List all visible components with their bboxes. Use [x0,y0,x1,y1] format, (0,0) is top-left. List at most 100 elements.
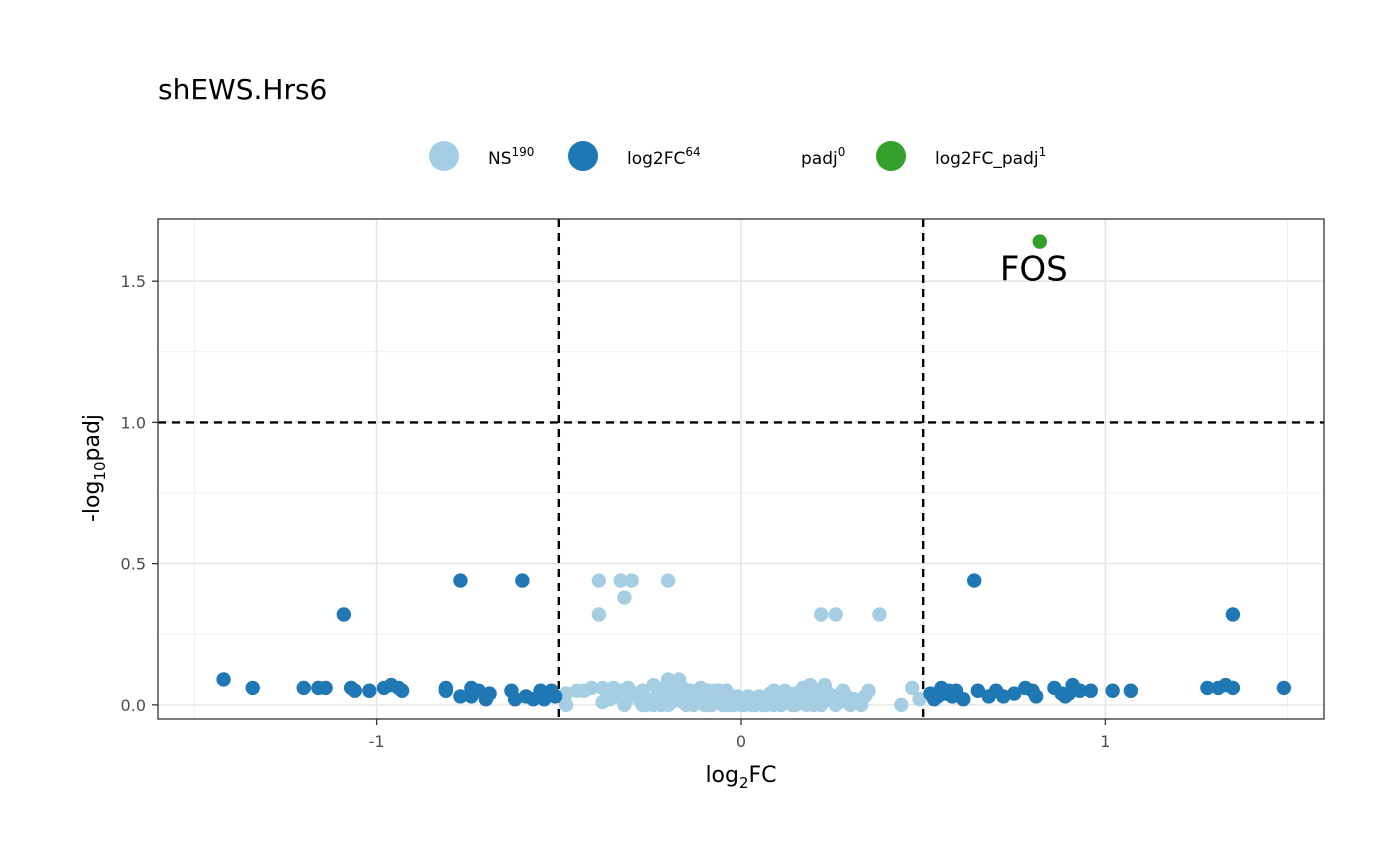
y-tick-label: 1.5 [121,272,146,291]
legend-label-log2fc: log2FC64 [627,145,701,169]
point-log2fc [507,692,523,707]
point-log2fc [547,689,563,704]
point-ns [558,686,574,701]
point-log2fc [318,680,333,696]
legend-label-text: NS [488,149,512,169]
y-tick-label: 0.0 [121,696,146,715]
point-log2fc [1105,683,1120,698]
legend-key-log2fc [568,141,598,171]
x-tick-label: 0 [736,732,746,751]
legend-key-log2fc-padj [876,141,906,171]
point-ns [813,697,829,713]
point-log2fc [1200,680,1215,696]
legend-label-padj: padj0 [801,145,845,169]
point-ns [861,683,876,698]
point-log2fc [216,672,231,687]
point-ns [781,686,796,701]
point-log2fc [1061,686,1077,701]
point-ns [854,697,869,713]
legend-count: 1 [1039,145,1047,159]
point-ns [693,680,709,696]
point-ns [613,573,628,588]
threshold-lines [158,219,1324,719]
point-ns [810,683,825,698]
point-ns [646,697,661,713]
point-ns [624,689,639,704]
point-ns [591,573,607,588]
legend-label-text: padj [801,149,838,169]
point-log2fc [970,683,986,698]
point-log2fc [453,573,468,588]
point-ns [591,607,607,622]
annotations: FOS [1000,250,1068,290]
point-log2fc [996,689,1011,704]
x-axis-title-rest: FC [749,763,777,788]
chart-title: shEWS.Hrs6 [158,73,327,106]
point-ns [635,683,650,698]
y-axis-title-base: -log [80,481,105,522]
point-log2fc [956,692,971,707]
point-ns [894,697,909,713]
legend-key-ns [429,141,459,171]
point-log2fc [967,573,982,588]
point-log2fc [453,689,468,704]
point-log2fc [362,683,377,698]
point-log2fc [1225,680,1241,696]
point-ns [813,607,829,622]
x-tick-label: -1 [369,732,385,751]
y-axis-title-rest: padj [80,414,105,462]
point-ns [660,573,676,588]
legend-count: 64 [685,145,700,159]
point-ns [617,590,632,605]
legend-count: 190 [512,145,535,159]
point-ns [558,697,574,713]
point-ns [584,680,599,696]
point-log2fc [1007,686,1022,701]
y-axis-title: -log10padj [80,414,109,522]
x-axis-title-subscript: 2 [739,774,749,792]
point-log2fc [482,686,497,701]
point-ns [595,680,610,696]
point-ns [711,683,727,698]
point-log2fc [1028,689,1044,704]
x-axis-title-base: log [705,763,739,788]
point-ns [762,686,778,701]
y-tick-label: 1.0 [121,413,146,432]
point-log2fc-padj [1032,234,1047,249]
y-tick-label: 0.5 [121,555,146,574]
legend-count: 0 [838,145,846,159]
point-ns [905,680,920,696]
point-log2fc [296,680,311,696]
point-log2fc [1083,683,1099,698]
legend-label-text: log2FC [627,149,685,169]
y-axis-title-subscript: 10 [91,461,109,480]
point-log2fc [438,683,454,698]
legend-label-ns: NS190 [488,145,534,169]
point-log2fc [336,607,352,622]
point-log2fc [1072,683,1088,698]
legend-label-log2fc-padj: log2FC_padj1 [935,145,1046,169]
point-log2fc [923,686,938,701]
point-log2fc [245,680,260,696]
point-ns [609,689,625,704]
point-log2fc [347,683,362,698]
point-ns [679,683,694,698]
plot-area: FOS [157,218,1325,720]
point-ns [792,689,807,704]
gene-label: FOS [1000,250,1068,290]
point-ns [664,677,679,693]
y-axis: 0.0 0.5 1.0 1.5 [121,272,158,715]
point-log2fc [1276,680,1292,696]
point-log2fc [394,683,410,698]
x-axis: -1 0 1 [369,719,1110,751]
legend-label-text: log2FC_padj [935,149,1039,169]
point-ns [872,607,887,622]
point-log2fc [1123,683,1139,698]
point-log2fc [515,573,530,588]
point-ns [828,607,843,622]
x-tick-label: 1 [1100,732,1110,751]
point-ns [752,689,767,704]
legend: NS190 log2FC64 padj0 log2FC_padj1 [429,141,1046,171]
